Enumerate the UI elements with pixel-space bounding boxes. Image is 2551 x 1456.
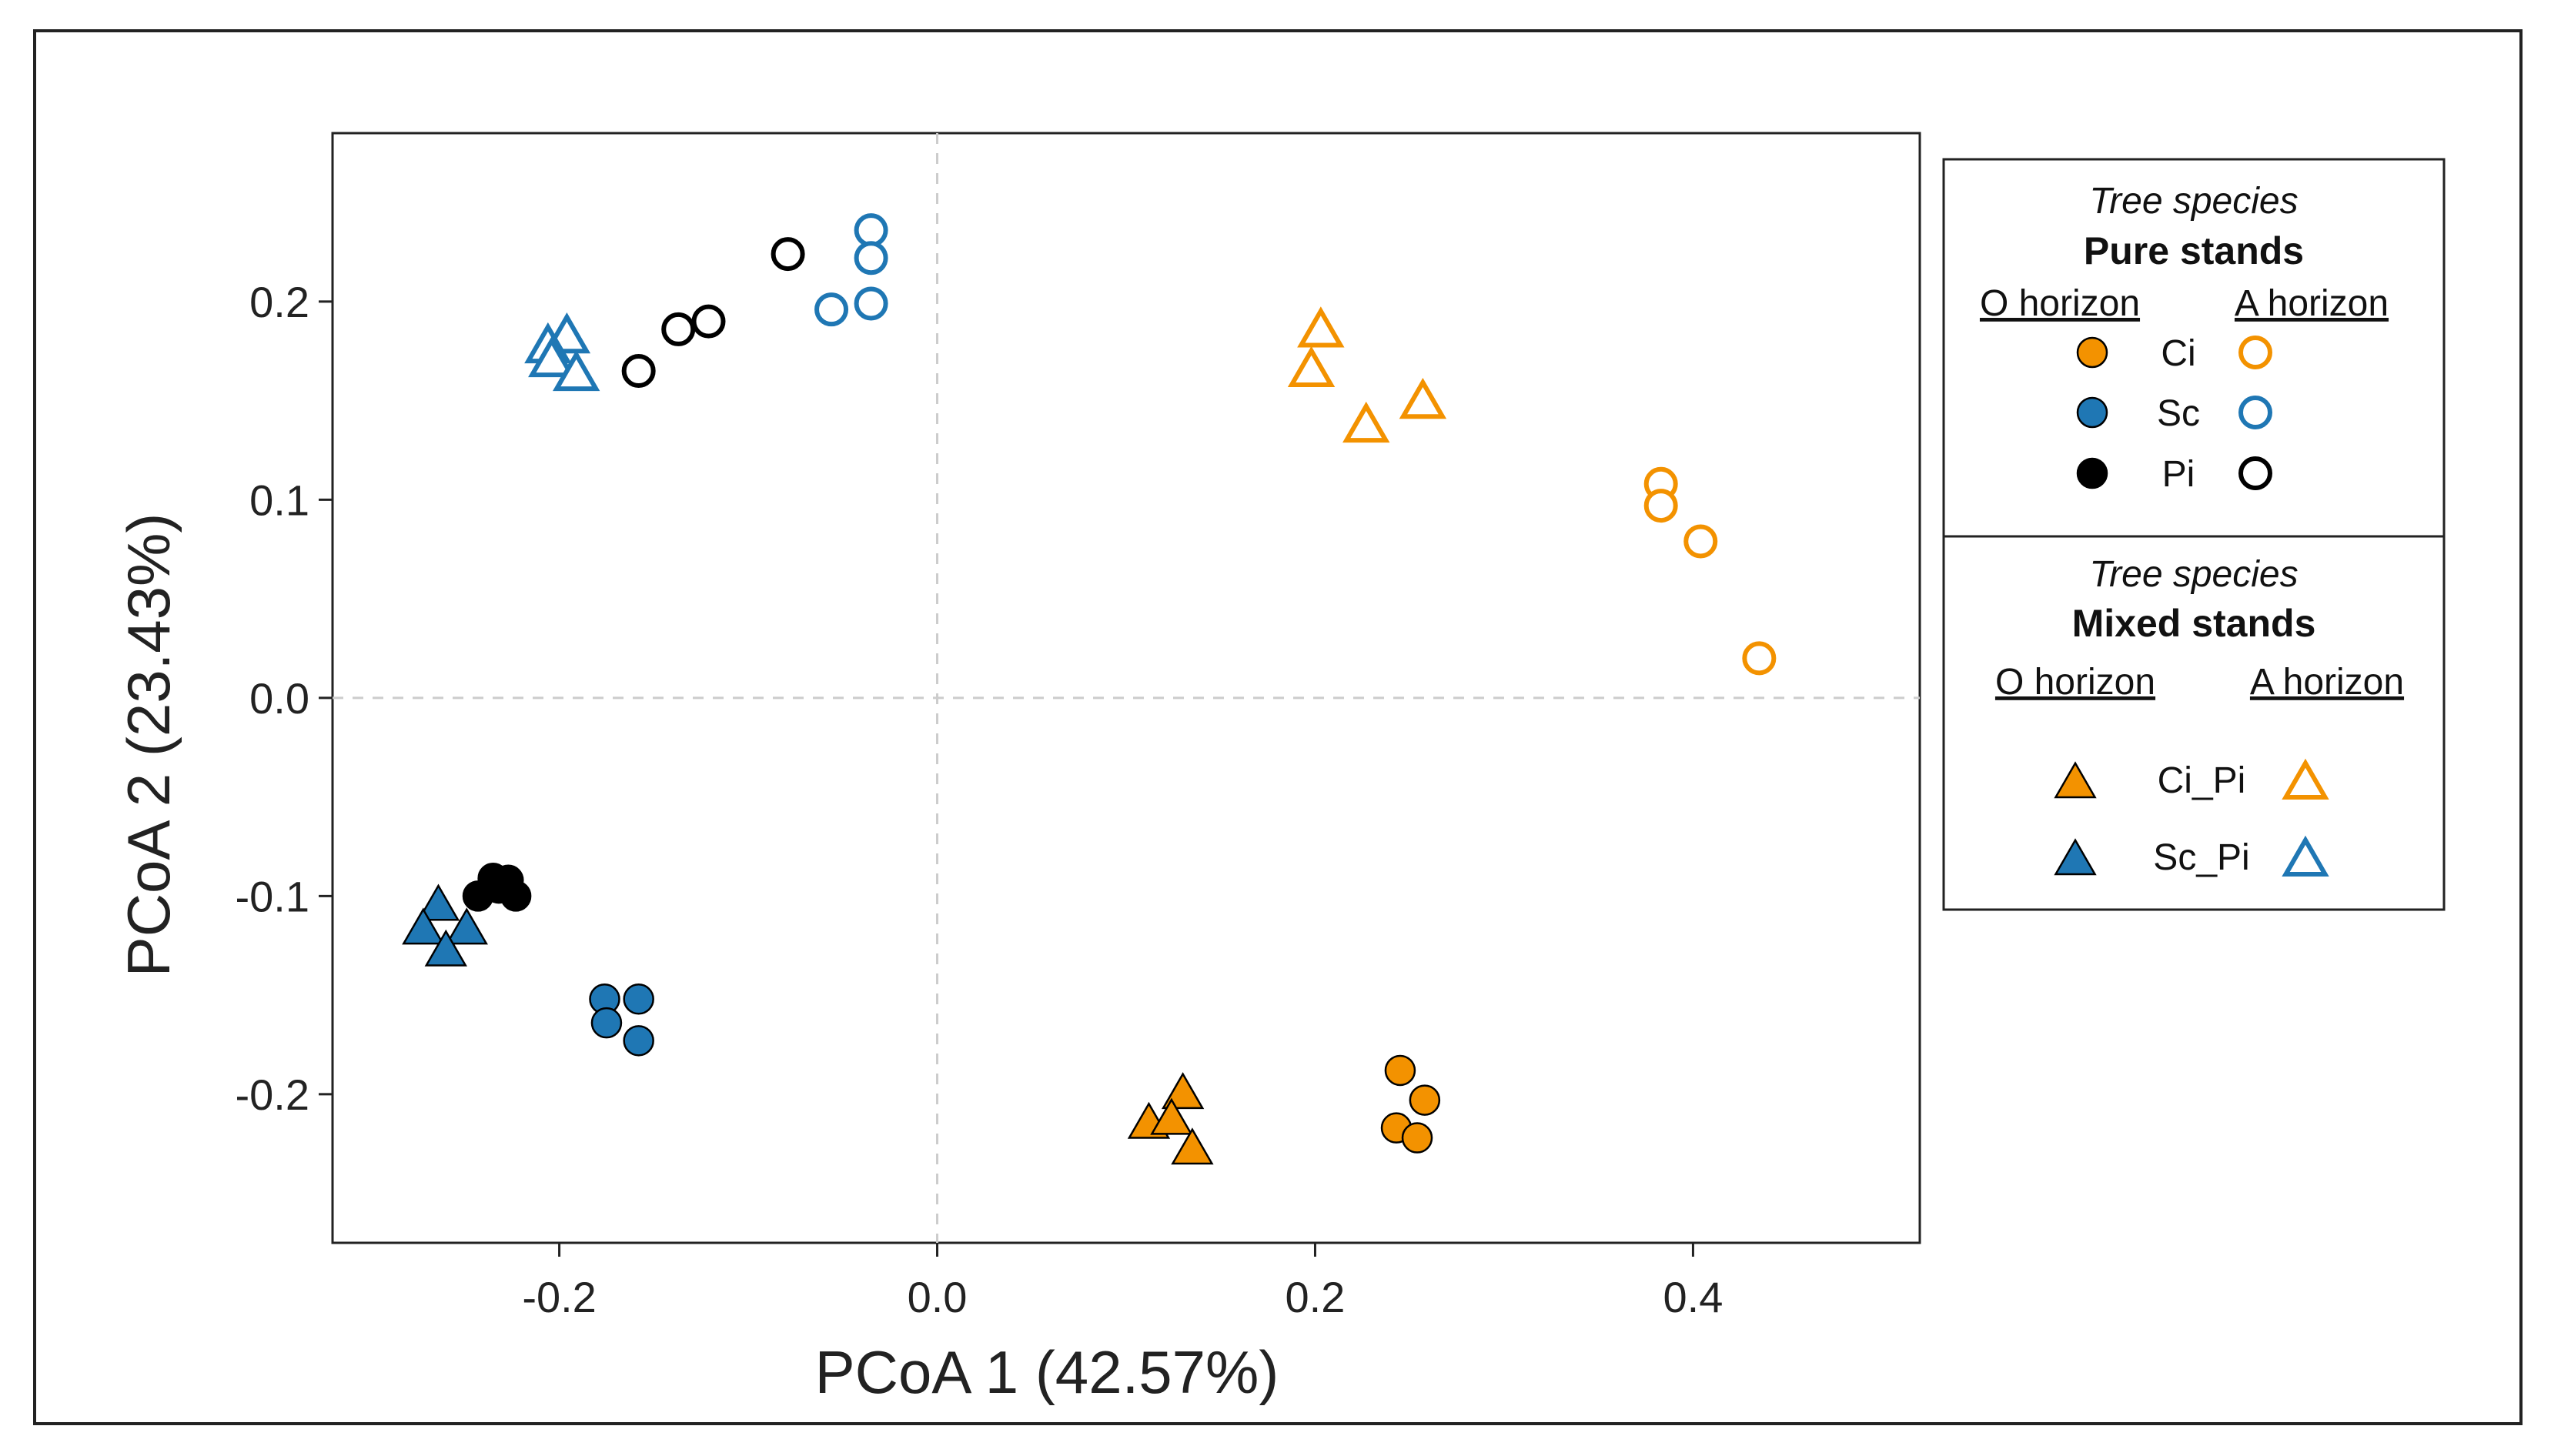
series-pi-a-horizon [621, 237, 805, 388]
circle-point [1742, 641, 1777, 676]
y-tick-label: -0.1 [236, 872, 310, 920]
triangle-point [424, 929, 467, 967]
circle-point [1384, 1054, 1416, 1087]
circle-point [1683, 524, 1718, 559]
circle-point [623, 1025, 654, 1057]
triangle-point [1297, 306, 1345, 348]
circle-point [661, 312, 696, 346]
circle-point [483, 872, 515, 904]
triangle-point [1399, 377, 1447, 419]
legend-symbol-pi-o [2076, 457, 2108, 489]
series-sc-a-horizon [814, 213, 888, 327]
legend-mixed-box [1942, 535, 2446, 911]
legend-mixed-head-a: A horizon [2250, 662, 2404, 703]
y-tick-label: 0.2 [249, 278, 309, 326]
legend-label-ci: Ci [2161, 333, 2195, 374]
legend-mixed-stands: Tree species Mixed stands O horizon A ho… [1942, 535, 2446, 911]
series-sc-o-horizon [589, 983, 654, 1057]
series-sc-pi-o-horizon [402, 883, 488, 967]
series-sc-pi-a-horizon [524, 312, 600, 392]
legend-pure-box [1942, 158, 2446, 538]
series-pi-o-horizon [462, 862, 532, 912]
y-axis-title: PCoA 2 (23.43%) [115, 513, 182, 977]
series-ci-o-horizon [1380, 1054, 1441, 1154]
legend-symbol-sc-pi-a [2282, 835, 2329, 877]
triangle-point [552, 349, 600, 392]
legend-pure-symbols [2076, 336, 2272, 490]
series-ci-pi-a-horizon [1287, 306, 1447, 443]
circle-point [621, 354, 656, 388]
circle-point [1401, 1122, 1433, 1154]
legend-symbol-sc-pi-o [2054, 838, 2097, 876]
circle-point [623, 983, 654, 1015]
x-tick-label: 0.0 [908, 1273, 968, 1321]
circle-point [691, 304, 726, 339]
legend-pure-head-a: A horizon [2235, 283, 2389, 324]
legend-symbol-ci-pi-a [2282, 758, 2329, 800]
legend-label-sc-pi: Sc_Pi [2153, 837, 2249, 878]
legend-pure-title-bold: Pure stands [2084, 229, 2304, 272]
circle-point [590, 1007, 623, 1039]
legend-mixed-title-bold: Mixed stands [2072, 602, 2316, 645]
plot-panel [331, 132, 1921, 1244]
circle-point [1409, 1084, 1441, 1116]
circle-point [854, 241, 888, 276]
legend-mixed-symbols [2054, 758, 2329, 877]
legend-symbol-ci-a [2238, 336, 2272, 369]
series-ci-a-horizon [1643, 466, 1777, 676]
triangle-point [1287, 346, 1336, 387]
circle-point [771, 237, 805, 272]
legend-symbol-sc-o [2076, 396, 2108, 429]
legend-mixed-head-o: O horizon [1995, 662, 2155, 703]
x-tick-label: 0.4 [1663, 1273, 1723, 1321]
legend-mixed-title-italic: Tree species [2089, 554, 2298, 595]
x-tick-label: 0.2 [1286, 1273, 1346, 1321]
legend-symbol-ci-o [2076, 336, 2108, 369]
axis-ticks: -0.2 0.0 0.2 0.4 -0.2 -0.1 0.0 0.1 0.2 [236, 278, 1724, 1321]
circle-point [1643, 489, 1678, 523]
legend-symbol-sc-a [2238, 396, 2272, 429]
legend-pure-stands: Tree species Pure stands O horizon A hor… [1942, 158, 2446, 538]
triangle-point [1161, 1072, 1205, 1110]
series-ci-pi-o-horizon [1127, 1072, 1214, 1165]
data-points [402, 213, 1777, 1165]
x-tick-label: -0.2 [522, 1273, 597, 1321]
legend-symbol-ci-pi-o [2054, 761, 2097, 799]
triangle-point [1342, 401, 1390, 443]
circle-point [854, 213, 888, 248]
legend-pure-title-italic: Tree species [2089, 181, 2298, 222]
legend-label-sc: Sc [2157, 393, 2200, 434]
legend-symbol-pi-a [2238, 456, 2272, 490]
triangle-point [528, 336, 576, 378]
y-tick-label: -0.2 [236, 1070, 310, 1119]
triangle-point [1150, 1097, 1193, 1135]
triangle-point [416, 883, 460, 921]
legend-label-ci-pi: Ci_Pi [2158, 760, 2246, 801]
circle-point [854, 286, 888, 321]
reference-lines [333, 133, 1920, 1243]
legend-label-pi: Pi [2162, 454, 2195, 495]
triangle-point [1171, 1127, 1214, 1165]
circle-point [814, 292, 849, 327]
legend-pure-head-o: O horizon [1980, 283, 2140, 324]
y-tick-label: 0.1 [249, 476, 309, 524]
x-axis-title: PCoA 1 (42.57%) [815, 1338, 1279, 1406]
triangle-point [402, 907, 445, 945]
triangle-point [445, 907, 488, 945]
y-tick-label: 0.0 [249, 674, 309, 723]
